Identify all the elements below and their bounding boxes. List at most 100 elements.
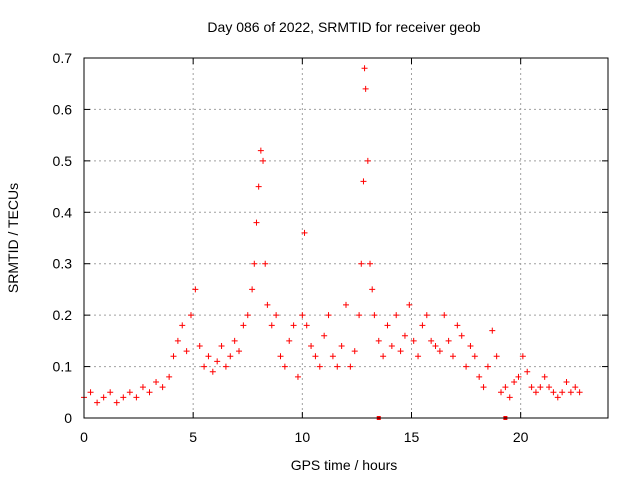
data-point	[94, 399, 101, 406]
data-point	[367, 260, 374, 267]
data-point	[303, 322, 310, 329]
data-point	[100, 394, 107, 401]
data-point	[236, 348, 243, 355]
data-point	[316, 363, 323, 370]
data-point	[301, 229, 308, 236]
data-point	[419, 322, 426, 329]
y-tick-label: 0.1	[53, 359, 73, 375]
data-point	[449, 353, 456, 360]
data-point	[209, 368, 216, 375]
data-point	[218, 343, 225, 349]
data-point	[559, 389, 566, 396]
data-point	[107, 389, 114, 396]
data-point	[441, 312, 448, 319]
data-point	[308, 343, 315, 349]
data-point	[222, 363, 229, 370]
data-point	[454, 322, 461, 329]
data-point	[380, 353, 387, 360]
data-point	[360, 178, 367, 185]
data-point	[423, 312, 430, 319]
chart-title: Day 086 of 2022, SRMTID for receiver geo…	[207, 19, 480, 35]
data-point	[351, 348, 358, 355]
data-point	[563, 379, 570, 385]
grid	[84, 58, 608, 418]
data-point	[458, 332, 465, 339]
data-point	[253, 219, 260, 226]
y-tick-label: 0.2	[53, 307, 73, 323]
data-point	[290, 322, 297, 329]
data-point	[196, 343, 203, 349]
y-tick-label: 0.5	[53, 153, 73, 169]
data-point	[264, 301, 271, 308]
y-tick-label: 0.7	[53, 50, 73, 66]
data-point	[358, 260, 365, 267]
plot-frame	[83, 57, 609, 419]
data-point	[205, 353, 212, 360]
data-points	[81, 65, 583, 406]
data-point	[201, 363, 208, 370]
data-point	[498, 389, 505, 396]
data-point	[257, 147, 264, 154]
data-point	[428, 337, 435, 344]
data-point	[133, 394, 140, 401]
data-point	[153, 379, 160, 385]
data-point	[524, 368, 531, 375]
data-point	[166, 373, 173, 380]
data-point	[393, 312, 400, 319]
data-point	[294, 373, 301, 380]
data-point	[139, 384, 146, 391]
data-point	[519, 353, 526, 360]
data-point	[113, 399, 120, 406]
data-point	[401, 332, 408, 339]
data-point	[432, 343, 439, 349]
data-point	[554, 394, 561, 401]
data-point	[347, 363, 354, 370]
data-point	[174, 337, 181, 344]
data-point	[410, 337, 417, 344]
data-point	[361, 65, 368, 72]
data-point	[415, 353, 422, 360]
data-point	[537, 384, 544, 391]
data-point	[362, 85, 369, 92]
data-point	[515, 373, 522, 380]
data-point	[463, 363, 470, 370]
data-point	[541, 373, 548, 380]
data-point	[299, 312, 306, 319]
data-point	[567, 389, 574, 396]
x-tick-label: 5	[189, 429, 197, 445]
y-tick-label: 0.3	[53, 256, 73, 272]
data-point	[214, 358, 221, 365]
data-point	[312, 353, 319, 360]
data-point	[467, 343, 474, 349]
x-tick-label: 20	[513, 429, 529, 445]
data-point	[273, 312, 280, 319]
data-point	[277, 353, 284, 360]
data-point	[268, 322, 275, 329]
data-point	[406, 301, 413, 308]
data-point	[528, 384, 535, 391]
data-point	[388, 343, 395, 349]
data-point	[192, 286, 199, 293]
data-point	[244, 312, 251, 319]
data-point	[476, 373, 483, 380]
data-point	[170, 353, 177, 360]
data-point	[572, 384, 579, 391]
data-point	[126, 389, 133, 396]
x-axis-ticks: 0 5 10 15 20	[80, 58, 529, 445]
data-point	[436, 348, 443, 355]
data-point	[179, 322, 186, 329]
data-point	[356, 312, 363, 319]
x-tick-label: 15	[404, 429, 420, 445]
data-point	[159, 384, 166, 391]
data-point	[397, 348, 404, 355]
data-point	[502, 384, 509, 391]
data-point	[251, 260, 258, 267]
data-point	[445, 337, 452, 344]
data-point	[375, 337, 382, 344]
data-point	[281, 363, 288, 370]
data-point	[334, 363, 341, 370]
data-point	[338, 343, 345, 349]
data-point	[146, 389, 153, 396]
data-point	[262, 260, 269, 267]
